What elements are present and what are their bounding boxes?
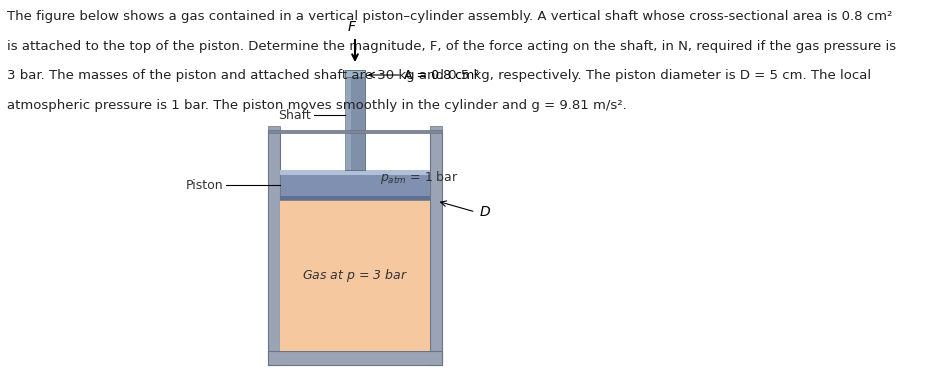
Bar — [269, 351, 441, 365]
Text: atmospheric pressure is 1 bar. The piston moves smoothly in the cylinder and g =: atmospheric pressure is 1 bar. The pisto… — [7, 98, 626, 111]
Text: Gas at $p$ = 3 bar: Gas at $p$ = 3 bar — [302, 267, 408, 284]
Text: D: D — [480, 205, 490, 219]
Bar — [280, 200, 430, 351]
Bar — [280, 196, 430, 200]
Bar — [345, 70, 351, 170]
Text: 3 bar. The masses of the piston and attached shaft are 30 kg and 0.5 kg, respect: 3 bar. The masses of the piston and atta… — [7, 69, 870, 82]
Bar — [430, 126, 441, 130]
Bar — [345, 70, 365, 170]
Bar — [269, 126, 280, 130]
Text: is attached to the top of the piston. Determine the magnitude, F, of the force a: is attached to the top of the piston. De… — [7, 40, 896, 53]
Text: A = 0.8 cm²: A = 0.8 cm² — [404, 68, 479, 81]
Text: Shaft: Shaft — [277, 108, 310, 121]
Bar — [269, 130, 280, 365]
Text: $p_{atm}$ = 1 bar: $p_{atm}$ = 1 bar — [380, 168, 458, 185]
Text: The figure below shows a gas contained in a vertical piston–cylinder assembly. A: The figure below shows a gas contained i… — [7, 10, 892, 23]
Text: Piston: Piston — [186, 178, 223, 192]
Bar — [280, 170, 430, 175]
Bar — [280, 170, 430, 200]
Bar — [345, 70, 365, 77]
Text: F: F — [348, 20, 356, 34]
Bar — [269, 130, 441, 133]
Bar — [430, 130, 441, 365]
